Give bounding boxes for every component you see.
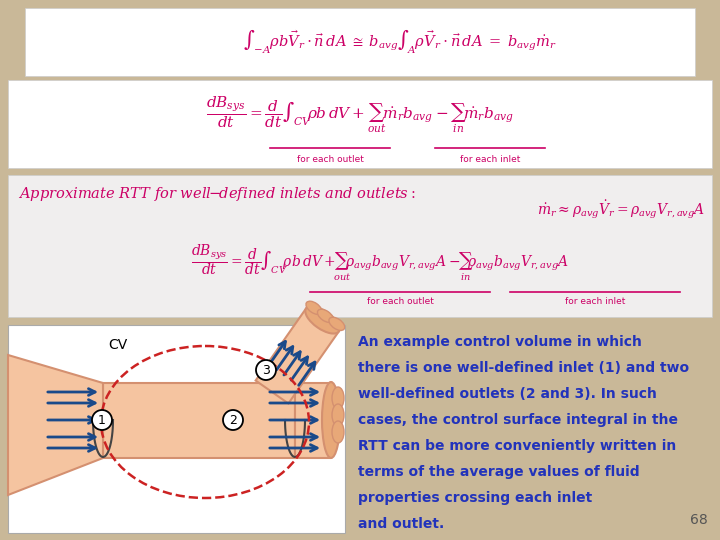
Text: CV: CV — [109, 338, 127, 352]
FancyBboxPatch shape — [8, 325, 345, 533]
Text: An example control volume in which: An example control volume in which — [358, 335, 642, 349]
Ellipse shape — [318, 309, 333, 322]
Ellipse shape — [306, 301, 322, 314]
Text: $\dot{m}_r\approx\rho_{avg}\dot{V}_r=\rho_{avg}V_{r,avg}A$: $\dot{m}_r\approx\rho_{avg}\dot{V}_r=\rh… — [537, 199, 705, 221]
Text: for each outlet: for each outlet — [297, 155, 364, 164]
Text: 2: 2 — [229, 414, 237, 427]
Text: for each outlet: for each outlet — [366, 297, 433, 306]
Text: there is one well-defined inlet (1) and two: there is one well-defined inlet (1) and … — [358, 361, 689, 375]
Text: for each inlet: for each inlet — [564, 297, 625, 306]
FancyBboxPatch shape — [8, 80, 712, 168]
FancyBboxPatch shape — [25, 8, 695, 76]
Text: properties crossing each inlet: properties crossing each inlet — [358, 491, 593, 505]
Polygon shape — [8, 355, 103, 495]
Text: $\mathit{Approximate\ RTT\ for\ well\!\!-\!\!defined\ inlets\ and\ outlets:}$: $\mathit{Approximate\ RTT\ for\ well\!\!… — [18, 185, 415, 203]
Text: $\dfrac{dB_{sys}}{dt}=\dfrac{d}{dt}\int_{CV}\!\rho b\,dV+\sum_{out}\!\dot{m}_r b: $\dfrac{dB_{sys}}{dt}=\dfrac{d}{dt}\int_… — [206, 94, 514, 136]
Ellipse shape — [332, 421, 344, 443]
Polygon shape — [256, 308, 339, 403]
Text: terms of the average values of fluid: terms of the average values of fluid — [358, 465, 639, 479]
Polygon shape — [295, 383, 330, 458]
Polygon shape — [103, 383, 295, 458]
Ellipse shape — [305, 306, 340, 334]
Text: RTT can be more conveniently written in: RTT can be more conveniently written in — [358, 439, 676, 453]
Circle shape — [92, 410, 112, 430]
Ellipse shape — [332, 404, 344, 426]
Text: 3: 3 — [262, 363, 270, 376]
FancyBboxPatch shape — [8, 175, 712, 317]
Text: 1: 1 — [98, 414, 106, 427]
Text: well-defined outlets (2 and 3). In such: well-defined outlets (2 and 3). In such — [358, 387, 657, 401]
Text: $\dfrac{dB_{sys}}{dt}=\dfrac{d}{dt}\int_{CV}\!\rho b\,dV+\!\!\sum_{out}\!\!\rho_: $\dfrac{dB_{sys}}{dt}=\dfrac{d}{dt}\int_… — [191, 242, 569, 284]
Text: for each inlet: for each inlet — [460, 155, 520, 164]
Ellipse shape — [329, 318, 345, 330]
Circle shape — [223, 410, 243, 430]
Circle shape — [256, 360, 276, 380]
Text: 68: 68 — [690, 513, 708, 527]
Text: cases, the control surface integral in the: cases, the control surface integral in t… — [358, 413, 678, 427]
Ellipse shape — [322, 382, 340, 458]
Ellipse shape — [332, 387, 344, 409]
Text: $\int_{-A}\rho b\vec{V}_r\cdot\vec{n}\,dA\;\cong\; b_{avg}\int_{A}\rho\vec{V}_r\: $\int_{-A}\rho b\vec{V}_r\cdot\vec{n}\,d… — [243, 28, 557, 56]
Text: and outlet.: and outlet. — [358, 517, 444, 531]
